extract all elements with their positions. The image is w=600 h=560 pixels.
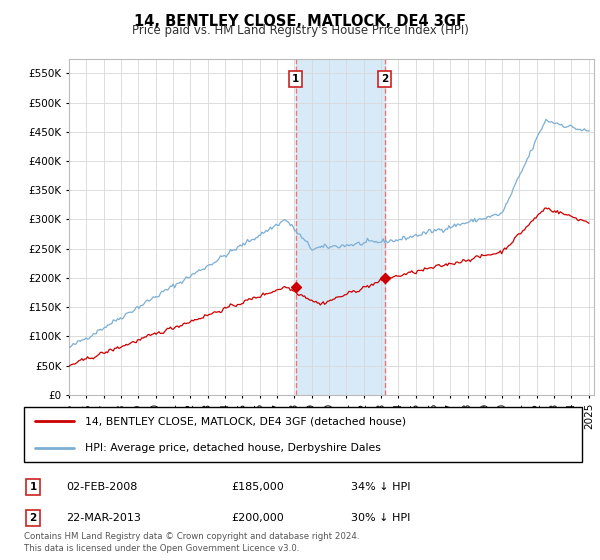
- Text: Price paid vs. HM Land Registry's House Price Index (HPI): Price paid vs. HM Land Registry's House …: [131, 24, 469, 37]
- Text: 1: 1: [29, 482, 37, 492]
- Text: 2: 2: [29, 513, 37, 523]
- Text: £200,000: £200,000: [231, 513, 284, 523]
- Text: 22-MAR-2013: 22-MAR-2013: [66, 513, 141, 523]
- Text: 34% ↓ HPI: 34% ↓ HPI: [351, 482, 410, 492]
- Text: 02-FEB-2008: 02-FEB-2008: [66, 482, 137, 492]
- Text: £185,000: £185,000: [231, 482, 284, 492]
- Text: 1: 1: [292, 74, 299, 84]
- Text: 14, BENTLEY CLOSE, MATLOCK, DE4 3GF (detached house): 14, BENTLEY CLOSE, MATLOCK, DE4 3GF (det…: [85, 417, 407, 426]
- Bar: [296, 59, 385, 395]
- Text: HPI: Average price, detached house, Derbyshire Dales: HPI: Average price, detached house, Derb…: [85, 443, 381, 452]
- FancyBboxPatch shape: [24, 407, 582, 462]
- Text: 30% ↓ HPI: 30% ↓ HPI: [351, 513, 410, 523]
- Text: 14, BENTLEY CLOSE, MATLOCK, DE4 3GF: 14, BENTLEY CLOSE, MATLOCK, DE4 3GF: [134, 14, 466, 29]
- Text: Contains HM Land Registry data © Crown copyright and database right 2024.
This d: Contains HM Land Registry data © Crown c…: [24, 532, 359, 553]
- Text: 2: 2: [381, 74, 388, 84]
